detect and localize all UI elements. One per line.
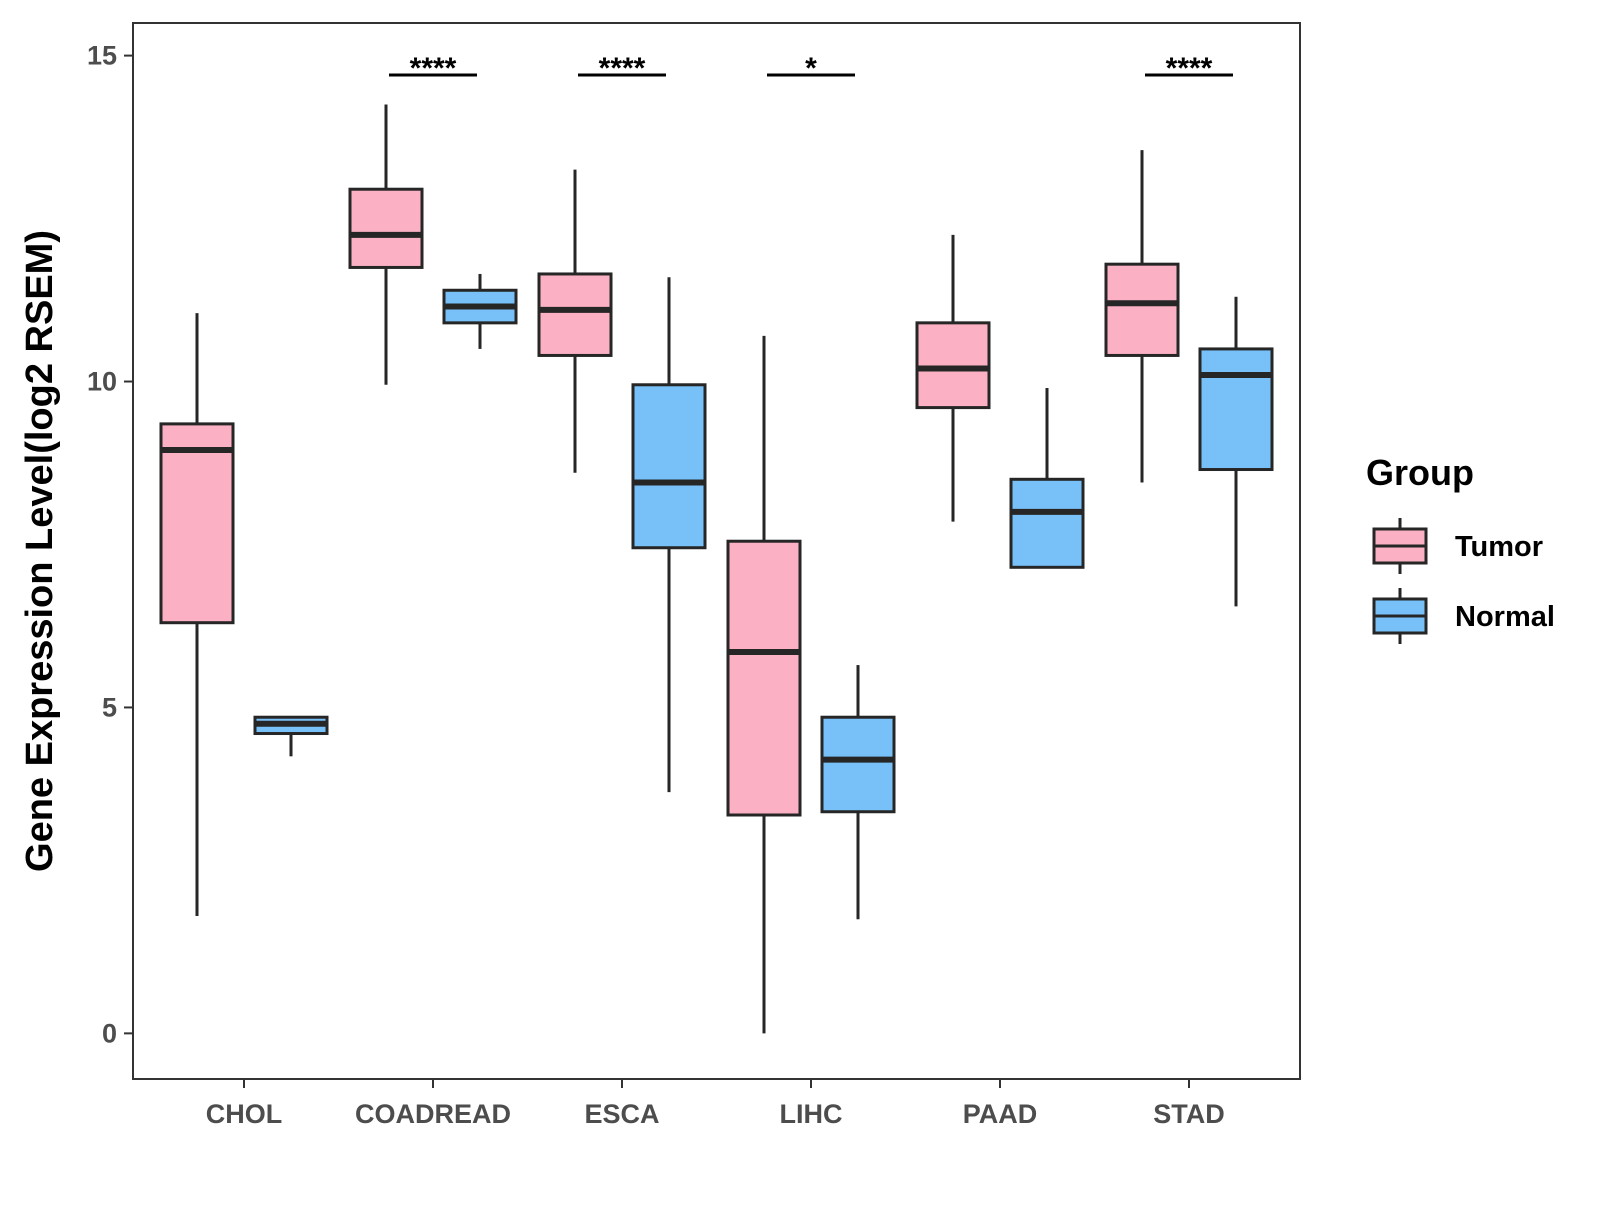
x-tick-label-coadread: COADREAD [355, 1099, 511, 1129]
y-axis-label: Gene Expression Level(log2 RSEM) [19, 230, 61, 872]
box-body [537, 272, 613, 357]
box-tumor-esca [537, 169, 613, 473]
y-tick-label-15: 15 [87, 41, 117, 71]
x-tick-label-esca: ESCA [584, 1099, 659, 1129]
legend-title: Group [1366, 452, 1474, 493]
sig-label-esca: **** [599, 52, 646, 85]
plot-panel [132, 22, 1301, 1080]
box-normal-chol [253, 715, 329, 757]
box-body [915, 321, 991, 410]
box-normal-esca [631, 277, 707, 793]
y-tick-label-10: 10 [87, 367, 117, 397]
legend-item-normal: Normal [1372, 588, 1555, 644]
box-body [1198, 347, 1274, 472]
box-tumor-paad [915, 234, 991, 522]
box-body [820, 715, 896, 814]
box-body [726, 539, 802, 817]
box-body [631, 383, 707, 550]
box-body [1009, 477, 1085, 569]
legend-label-normal: Normal [1455, 601, 1555, 633]
box-tumor-stad [1104, 150, 1180, 483]
y-tick-label-5: 5 [102, 692, 117, 722]
y-tick-label-0: 0 [102, 1018, 117, 1048]
box-body [1104, 262, 1180, 357]
sig-label-stad: **** [1166, 52, 1213, 85]
box-tumor-coadread [348, 104, 424, 385]
box-normal-coadread [442, 273, 518, 349]
x-tick-label-lihc: LIHC [780, 1099, 843, 1129]
box-normal-paad [1009, 388, 1085, 569]
sig-label-lihc: * [805, 52, 817, 85]
legend-item-tumor: Tumor [1372, 518, 1543, 574]
x-tick-label-stad: STAD [1153, 1099, 1225, 1129]
box-tumor-chol [159, 313, 235, 917]
legend-label-tumor: Tumor [1455, 531, 1543, 563]
box-tumor-lihc [726, 335, 802, 1034]
sig-label-coadread: **** [410, 52, 457, 85]
box-body [159, 422, 235, 625]
box-body [348, 187, 424, 269]
box-normal-lihc [820, 665, 896, 920]
x-tick-label-chol: CHOL [206, 1099, 283, 1129]
x-tick-label-paad: PAAD [963, 1099, 1038, 1129]
box-normal-stad [1198, 296, 1274, 607]
